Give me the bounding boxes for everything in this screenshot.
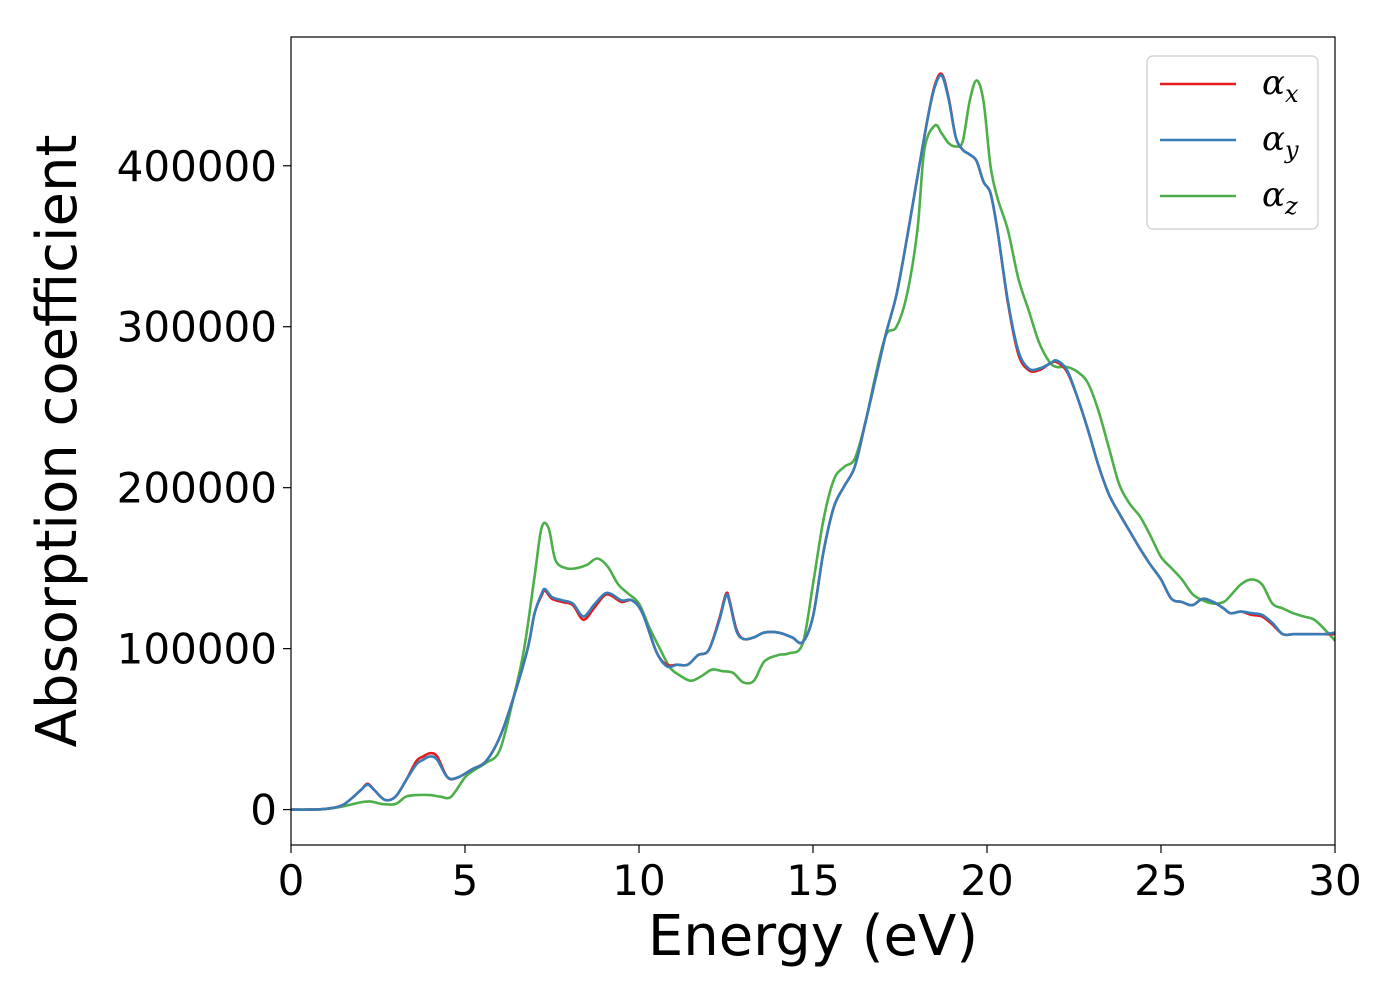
y-tick-label: 400000 xyxy=(117,142,277,191)
legend-label-x: αx xyxy=(1262,63,1299,108)
y-axis: 0 100000 200000 300000 400000 xyxy=(117,142,291,835)
x-tick-label: 0 xyxy=(278,856,305,905)
x-axis-label: Energy (eV) xyxy=(648,904,978,969)
x-tick-label: 30 xyxy=(1308,856,1361,905)
series-line-y xyxy=(291,73,1335,811)
x-tick-label: 10 xyxy=(612,856,665,905)
y-axis-label: Absorption coefficient xyxy=(25,135,90,748)
x-tick-label: 25 xyxy=(1134,856,1187,905)
y-tick-label: 200000 xyxy=(117,464,277,513)
x-tick-label: 15 xyxy=(786,856,839,905)
x-tick-label: 5 xyxy=(452,856,479,905)
legend: αx αy αz xyxy=(1146,55,1319,230)
x-tick-label: 20 xyxy=(960,856,1013,905)
y-tick-label: 100000 xyxy=(117,625,277,674)
series-layer xyxy=(291,72,1335,811)
y-tick-label: 300000 xyxy=(117,303,277,352)
legend-label-z: αz xyxy=(1262,175,1298,220)
y-tick-label: 0 xyxy=(250,786,277,835)
legend-box xyxy=(1146,55,1319,230)
legend-label-y: αy xyxy=(1262,119,1299,164)
x-axis: 0 5 10 15 20 25 30 xyxy=(278,845,1362,905)
